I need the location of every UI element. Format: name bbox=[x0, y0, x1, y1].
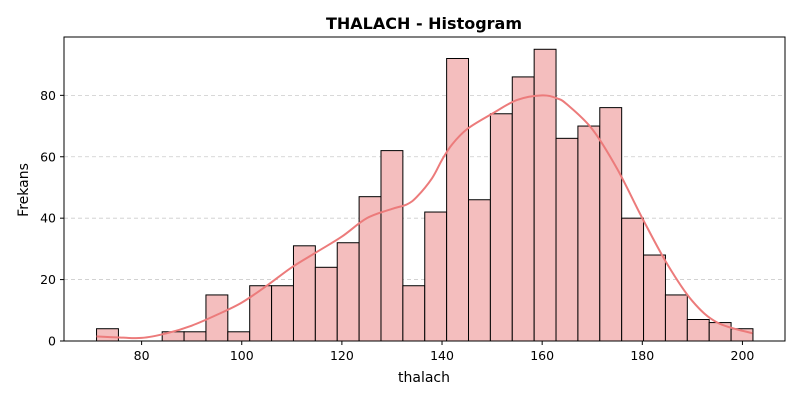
histogram-bar bbox=[489, 113, 513, 342]
histogram-bars bbox=[96, 48, 754, 342]
histogram-bar bbox=[446, 57, 470, 342]
histogram-bar bbox=[555, 137, 579, 342]
histogram-bar bbox=[621, 217, 645, 342]
histogram-bar bbox=[183, 331, 207, 342]
x-tick-label: 180 bbox=[630, 348, 654, 363]
x-tick-label: 140 bbox=[430, 348, 454, 363]
histogram-bar bbox=[533, 48, 557, 342]
histogram-bar bbox=[227, 331, 251, 342]
x-axis-label: thalach bbox=[398, 370, 450, 386]
histogram-bar bbox=[686, 319, 710, 342]
histogram-bar bbox=[380, 150, 404, 342]
histogram-bar bbox=[424, 211, 448, 342]
histogram-bar bbox=[96, 328, 119, 342]
histogram-bar bbox=[336, 242, 360, 342]
histogram-bar bbox=[468, 199, 491, 342]
y-tick-label: 80 bbox=[40, 88, 56, 103]
x-tick-label: 80 bbox=[134, 348, 150, 363]
histogram-bar bbox=[314, 266, 338, 342]
histogram-bar bbox=[271, 285, 294, 342]
histogram-bar bbox=[664, 294, 688, 342]
x-tick-label: 200 bbox=[731, 348, 755, 363]
kde-curve bbox=[96, 94, 753, 340]
histogram-bar bbox=[402, 285, 426, 342]
histogram-bar bbox=[358, 196, 382, 342]
y-axis-ticks: 0 20 40 60 80 bbox=[40, 88, 64, 349]
histogram-bar bbox=[599, 107, 623, 342]
plot-frame bbox=[63, 36, 786, 342]
x-axis-ticks: 80 100 120 140 160 180 200 bbox=[134, 341, 755, 363]
y-axis-label: Frekans bbox=[16, 163, 32, 217]
x-tick-label: 100 bbox=[230, 348, 254, 363]
y-tick-label: 60 bbox=[40, 149, 56, 164]
x-tick-label: 160 bbox=[530, 348, 554, 363]
histogram-bar bbox=[249, 285, 273, 342]
histogram-bar bbox=[643, 254, 666, 342]
y-tick-label: 0 bbox=[48, 334, 56, 349]
histogram-bar bbox=[511, 76, 535, 342]
x-tick-label: 120 bbox=[330, 348, 354, 363]
histogram-bar bbox=[708, 322, 732, 342]
chart-title: THALACH - Histogram bbox=[326, 14, 522, 33]
y-tick-label: 40 bbox=[40, 211, 56, 226]
y-tick-label: 20 bbox=[40, 272, 56, 287]
histogram-bar bbox=[577, 125, 601, 342]
